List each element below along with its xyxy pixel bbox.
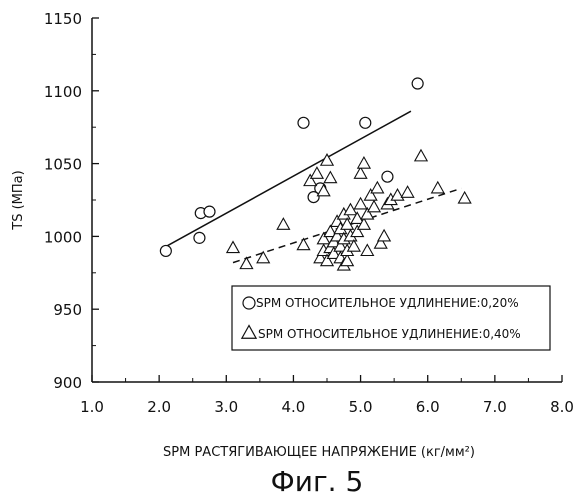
circle-point xyxy=(412,78,423,89)
x-tick-label: 8.0 xyxy=(550,398,574,416)
x-tick-label: 5.0 xyxy=(349,398,373,416)
triangle-point xyxy=(227,242,239,253)
y-tick-label: 1050 xyxy=(44,156,82,174)
x-tick-label: 6.0 xyxy=(416,398,440,416)
trend-lines xyxy=(166,111,461,262)
chart-legend: SPM ОТНОСИТЕЛЬНОЕ УДЛИНЕНИЕ:0,20% SPM ОТ… xyxy=(232,286,550,350)
x-tick-label: 1.0 xyxy=(80,398,104,416)
x-tick-label: 3.0 xyxy=(214,398,238,416)
x-tick-label: 4.0 xyxy=(281,398,305,416)
triangle-point xyxy=(371,182,383,193)
figure-caption: Фиг. 5 xyxy=(271,465,364,498)
triangle-point xyxy=(348,240,360,251)
triangle-point xyxy=(240,258,252,269)
triangle-point xyxy=(297,239,309,250)
y-tick-label: 950 xyxy=(53,301,82,319)
triangle-point xyxy=(361,244,373,255)
circle-point xyxy=(298,117,309,128)
x-tick-label: 2.0 xyxy=(147,398,171,416)
circle-point xyxy=(382,171,393,182)
circle-point xyxy=(160,245,171,256)
triangle-point xyxy=(415,150,427,161)
legend-label-0-20: SPM ОТНОСИТЕЛЬНОЕ УДЛИНЕНИЕ:0,20% xyxy=(256,296,519,310)
y-axis-title: TS (МПа) xyxy=(11,170,26,230)
triangle-point xyxy=(311,167,323,178)
y-tick-label: 1100 xyxy=(44,83,82,101)
triangle-point xyxy=(358,157,370,168)
circle-point xyxy=(204,206,215,217)
y-tick-label: 1000 xyxy=(44,228,82,246)
triangle-point xyxy=(458,192,470,203)
data-points xyxy=(160,78,470,270)
y-tick-label: 1150 xyxy=(44,10,82,28)
triangle-point xyxy=(354,167,366,178)
x-tick-label: 7.0 xyxy=(483,398,507,416)
triangle-point xyxy=(391,189,403,200)
axis-ticks: 1.0 2.0 3.0 4.0 5.0 6.0 7.0 8.0 900 950 1000 1050 11… xyxy=(44,10,574,416)
triangle-point xyxy=(432,182,444,193)
triangle-point xyxy=(368,201,380,212)
circle-point xyxy=(194,232,205,243)
triangle-point xyxy=(378,230,390,241)
y-tick-label: 900 xyxy=(53,374,82,392)
circle-point xyxy=(360,117,371,128)
triangle-point xyxy=(324,172,336,183)
triangle-point xyxy=(277,218,289,229)
x-axis-title: SPM РАСТЯГИВАЮЩЕЕ НАПРЯЖЕНИЕ (кг/мм²) xyxy=(163,445,475,460)
triangle-point xyxy=(401,186,413,197)
legend-label-0-40: SPM ОТНОСИТЕЛЬНОЕ УДЛИНЕНИЕ:0,40% xyxy=(258,327,521,341)
